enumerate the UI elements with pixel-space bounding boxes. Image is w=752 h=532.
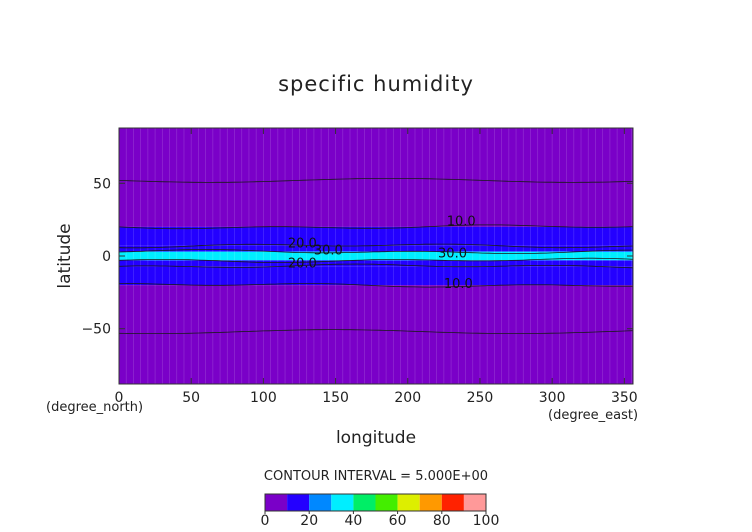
- colorbar-cell-8: [441, 494, 464, 511]
- chart-title: specific humidity: [278, 72, 474, 96]
- contour-line-1: [118, 243, 634, 249]
- colorbar-cell-2: [309, 494, 332, 511]
- colorbar-tick-label: 0: [261, 513, 270, 529]
- colorbar-cell-6: [397, 494, 420, 511]
- contour-label-3: 30.0: [438, 246, 467, 261]
- contour-line-mid-0: [118, 178, 634, 183]
- colorbar-tick-label: 60: [389, 513, 407, 529]
- contour-label-4: 20.0: [288, 257, 317, 272]
- humidity-band-5: [119, 266, 633, 286]
- colorbar-frame: [264, 493, 487, 512]
- x-tick-label: 100: [250, 390, 277, 406]
- humidity-band-1: [119, 226, 633, 246]
- x-tick-label: 50: [182, 390, 200, 406]
- humidity-band-2: [119, 245, 633, 252]
- x-tick-label: 0: [115, 390, 124, 406]
- humidity-band-4: [119, 260, 633, 267]
- colorbar-tick-label: 40: [344, 513, 362, 529]
- colorbar: 0 20 40 60 80 100: [261, 493, 500, 529]
- x-tick-label: 350: [611, 390, 638, 406]
- x-axis-unit: (degree_east): [548, 408, 638, 423]
- contour-line-mid-1: [118, 329, 634, 334]
- contour-label-2: 30.0: [314, 244, 343, 259]
- y-axis-unit: (degree_north): [46, 400, 143, 415]
- contour-line-0: [118, 224, 634, 230]
- x-tick-label: 200: [394, 390, 421, 406]
- colorbar-cell-7: [419, 494, 442, 511]
- contour-line-5: [119, 283, 633, 288]
- contour-line-2: [118, 249, 633, 254]
- colorbar-tick-label: 80: [433, 513, 451, 529]
- x-tick-label: 300: [539, 390, 566, 406]
- colorbar-cell-1: [287, 494, 310, 511]
- colorbar-cell-3: [331, 494, 354, 511]
- contour-label-1: 20.0: [288, 236, 317, 251]
- y-tick-label: 50: [93, 176, 111, 192]
- x-tick-label: 150: [322, 390, 349, 406]
- colorbar-tick-label: 100: [473, 513, 500, 529]
- colorbar-cell-0: [265, 494, 288, 511]
- contour-line-3: [118, 257, 634, 264]
- contour-label-0: 10.0: [447, 214, 476, 229]
- y-tick-label: −50: [81, 322, 111, 338]
- humidity-band-0: [119, 128, 633, 227]
- colorbar-tick-label: 20: [300, 513, 318, 529]
- contour-interval-note: CONTOUR INTERVAL = 5.000E+00: [264, 469, 488, 484]
- colorbar-cell-4: [353, 494, 376, 511]
- contour-label-5: 10.0: [444, 277, 473, 292]
- x-axis-label: longitude: [336, 428, 416, 448]
- y-axis-label: latitude: [55, 223, 75, 288]
- plot-area: 10.020.030.0 30.020.010.00 50 100 150 200 250 3…: [81, 127, 638, 406]
- humidity-band-6: [119, 285, 633, 384]
- colorbar-cell-9: [463, 494, 486, 511]
- x-tick-label: 250: [467, 390, 494, 406]
- colorbar-cell-5: [375, 494, 398, 511]
- humidity-band-3: [119, 251, 633, 261]
- contour-line-4: [118, 263, 634, 269]
- y-tick-label: 0: [102, 249, 111, 265]
- contour-lines: [118, 178, 634, 334]
- data-grid: [118, 128, 632, 384]
